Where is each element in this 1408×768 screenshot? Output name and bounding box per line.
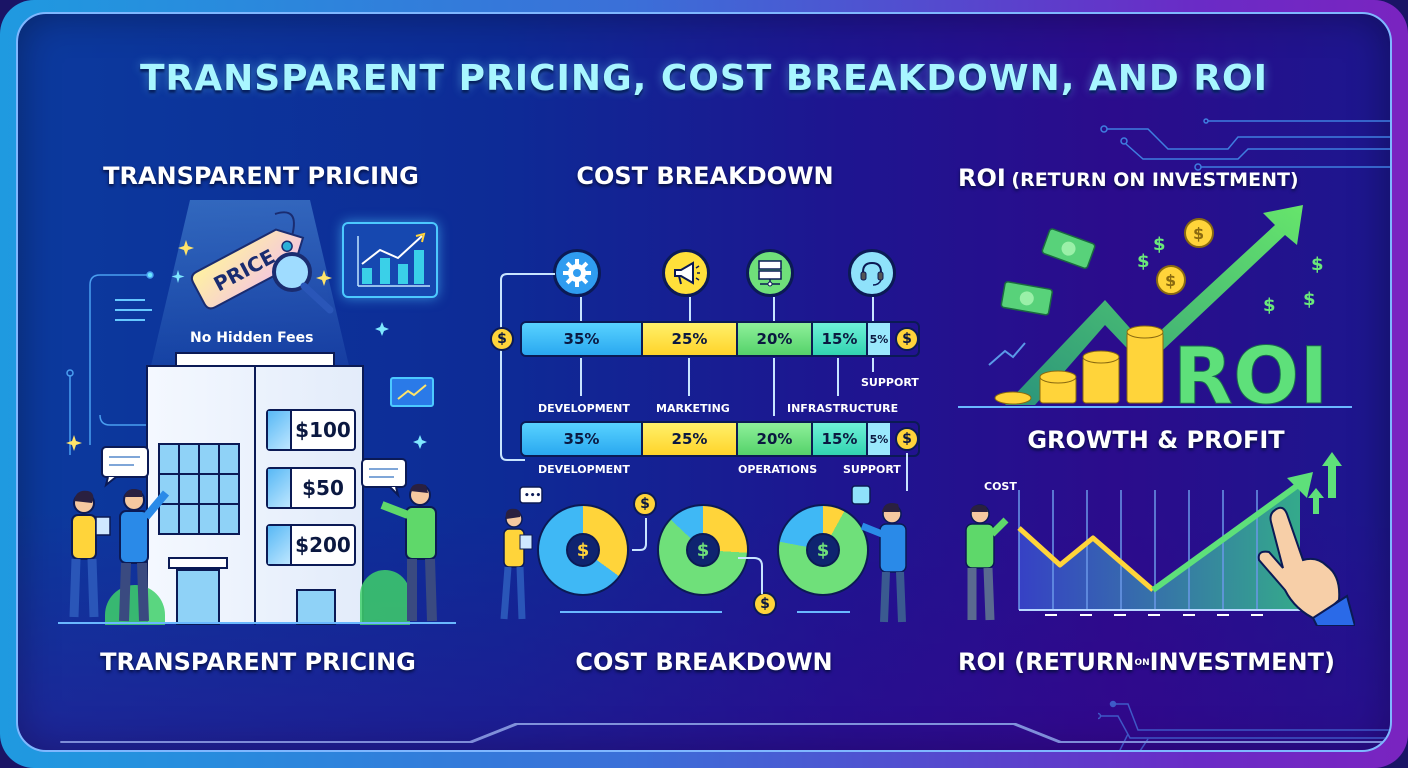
- cost-section-title: COST BREAKDOWN: [576, 162, 834, 190]
- marketing-icon-circle: [662, 249, 710, 297]
- trend-up-icon: [397, 384, 427, 400]
- dollar-coin-icon: $: [753, 592, 777, 616]
- segment-operations: 20%: [738, 423, 813, 455]
- pricing-ground-line: [58, 622, 456, 624]
- chart-axis-label-cost: COST: [984, 480, 1017, 493]
- svg-text:$: $: [1137, 251, 1150, 272]
- person-woman-tablet-illustration: •••: [500, 486, 543, 620]
- pricing-section-title: TRANSPARENT PRICING: [103, 162, 419, 190]
- cost-bar-top: 35% 25% 20% 15% 5%: [520, 321, 920, 357]
- up-arrows-icon: [1308, 452, 1342, 514]
- pointing-hand-icon: [1257, 506, 1355, 626]
- label-marketing-top: MARKETING: [656, 402, 730, 415]
- donut-connector-lines: [632, 518, 763, 594]
- building-roof: [175, 352, 335, 367]
- growth-line-chart: [1017, 472, 1315, 611]
- bush-right: [360, 570, 410, 625]
- price-box-1: $100: [266, 409, 356, 451]
- roi-title-main: ROI: [958, 164, 1006, 192]
- trend-card: [390, 377, 434, 407]
- price-box-2: $50: [266, 467, 356, 509]
- no-hidden-fees-label: No Hidden Fees: [190, 330, 314, 346]
- circuit-decoration-bottom: [1098, 700, 1390, 750]
- sparkle-decorations: [66, 240, 427, 451]
- svg-text:$: $: [1303, 289, 1316, 310]
- donut-chart-3: $: [777, 504, 869, 596]
- roi-growth-illustration: $ $ $$$$ $ ROI: [988, 205, 1329, 410]
- donut-baseline: [560, 611, 722, 613]
- label-infrastructure-top: INFRASTRUCTURE: [787, 402, 899, 415]
- svg-text:•••: •••: [524, 491, 541, 501]
- segment-marketing: 25%: [643, 323, 738, 355]
- price-box-3: $200: [266, 524, 356, 566]
- dollar-coin-icon: $: [895, 327, 919, 351]
- dollar-coin-icon: $: [490, 327, 514, 351]
- cost-bar-bottom: 35% 25% 20% 15% 5%: [520, 421, 920, 457]
- circuit-decoration-top: [1100, 118, 1390, 171]
- gear-icon: [563, 259, 591, 287]
- svg-text:$: $: [1153, 234, 1166, 255]
- segment-support: 5%: [868, 323, 890, 355]
- svg-text:$: $: [1263, 295, 1276, 316]
- donut-chart-2: $: [657, 504, 749, 596]
- segment-marketing: 25%: [643, 423, 738, 455]
- roi-footer-title: ROI (RETURNONINVESTMENT): [958, 648, 1335, 676]
- svg-text:$: $: [1165, 271, 1176, 290]
- growth-profit-title: GROWTH & PROFIT: [1027, 426, 1285, 454]
- bar-chart-icon: [357, 232, 430, 287]
- support-icon-circle: [848, 249, 896, 297]
- megaphone-icon: [674, 261, 700, 285]
- dollar-coin-icon: $: [895, 427, 919, 451]
- person-right-illustration: [361, 458, 437, 622]
- segment-15: 15%: [813, 323, 868, 355]
- segment-15: 15%: [813, 423, 868, 455]
- chart-x-ticks: [1045, 614, 1263, 616]
- circuit-lines-left: [66, 271, 154, 455]
- infrastructure-icon-circle: [746, 249, 794, 297]
- svg-text:ROI: ROI: [1173, 332, 1328, 410]
- roi-title-paren: (RETURN ON INVESTMENT): [1011, 169, 1299, 191]
- segment-support: 5%: [868, 423, 890, 455]
- segment-development: 35%: [522, 323, 643, 355]
- donut-baseline: [797, 611, 850, 613]
- people-left-illustration: [69, 446, 170, 622]
- headset-icon: [860, 261, 884, 286]
- bracket-line-left: [500, 273, 555, 461]
- label-operations-bottom: OPERATIONS: [738, 463, 818, 476]
- bottom-tab-outline: [60, 723, 1390, 743]
- bush-left: [105, 585, 165, 625]
- label-development-top: DEVELOPMENT: [538, 402, 630, 415]
- svg-text:$: $: [1311, 254, 1324, 275]
- segment-development: 35%: [522, 423, 643, 455]
- growth-chart-card: [342, 222, 438, 298]
- price-tag-icon: PRICE: [190, 211, 334, 314]
- cost-footer-title: COST BREAKDOWN: [575, 648, 833, 676]
- label-support-top: SUPPORT: [861, 376, 919, 389]
- roi-section-title: ROI (RETURN ON INVESTMENT): [958, 164, 1348, 192]
- segment-infrastructure: 20%: [738, 323, 813, 355]
- donut-chart-1: $: [537, 504, 629, 596]
- label-support-bottom: SUPPORT: [843, 463, 901, 476]
- dollar-coin-icon: $: [633, 492, 657, 516]
- building-window-grid: [158, 443, 240, 535]
- server-icon: [758, 260, 782, 287]
- svg-text:$: $: [1193, 224, 1204, 243]
- roi-baseline: [958, 406, 1352, 408]
- label-development-bottom: DEVELOPMENT: [538, 463, 630, 476]
- person-pointing-illustration: [965, 504, 1009, 621]
- development-icon-circle: [553, 249, 601, 297]
- person-man-support-illustration: [851, 485, 907, 623]
- pricing-footer-title: TRANSPARENT PRICING: [100, 648, 416, 676]
- page-title: TRANSPARENT PRICING, COST BREAKDOWN, AND…: [139, 58, 1269, 99]
